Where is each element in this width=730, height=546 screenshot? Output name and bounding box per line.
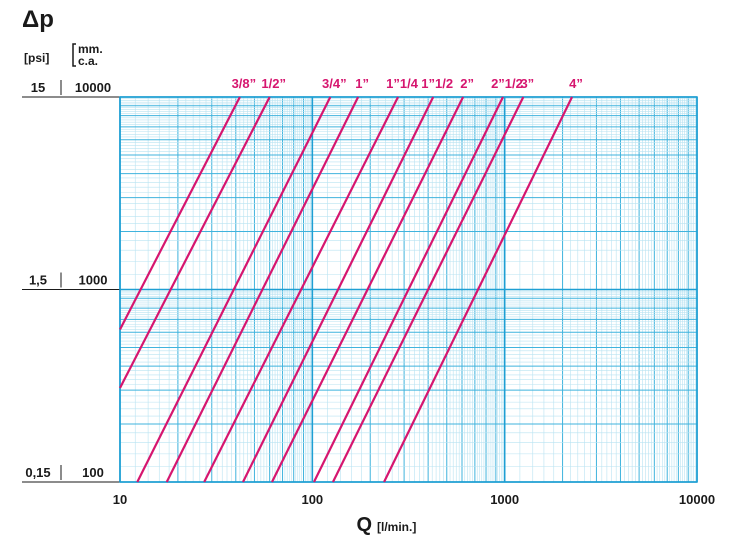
pipe-line [242,96,435,483]
pipe-line [136,96,332,483]
grid [119,96,698,483]
pipe-line [271,96,465,483]
y2-tick-label: 15 [31,80,45,95]
series-label: 1”1/2 [421,76,453,91]
x-tick-label: 100 [301,492,323,507]
series-label: 4” [569,76,583,91]
y-tick-label: 100 [82,465,104,480]
pipe-line [312,96,504,483]
y-axis-title: Δp [22,6,54,33]
series-label: 1”1/4 [386,76,419,91]
plot-border [119,96,698,483]
pipe-line [383,96,574,483]
series-label: 1/2” [261,76,286,91]
x-unit: [l/min.] [377,520,416,534]
y-tick-label: 10000 [75,80,111,95]
unit-bracket [72,43,76,67]
y-unit: mm. [78,42,103,56]
x-tick-label: 1000 [490,492,519,507]
pipe-line [165,96,360,483]
pipe-line [119,96,271,389]
y-unit: c.a. [78,54,98,68]
series-label: 2” [460,76,474,91]
y2-tick-label: 0,15 [25,465,50,480]
series-label: 1” [355,76,369,91]
pipe-line [119,96,241,330]
pipe-line [203,96,400,483]
y-tick-label: 1000 [79,273,108,288]
series-label: 3/4” [322,76,347,91]
y2-unit: [psi] [24,51,49,65]
pipe-line [331,96,525,483]
series-label: 3/8” [232,76,257,91]
x-tick-label: 10000 [679,492,715,507]
y2-tick-label: 1,5 [29,273,47,288]
series-label: 3” [520,76,534,91]
series-label: 2”1/2 [491,76,523,91]
x-tick-label: 10 [113,492,127,507]
x-axis-title: Q [356,514,372,536]
